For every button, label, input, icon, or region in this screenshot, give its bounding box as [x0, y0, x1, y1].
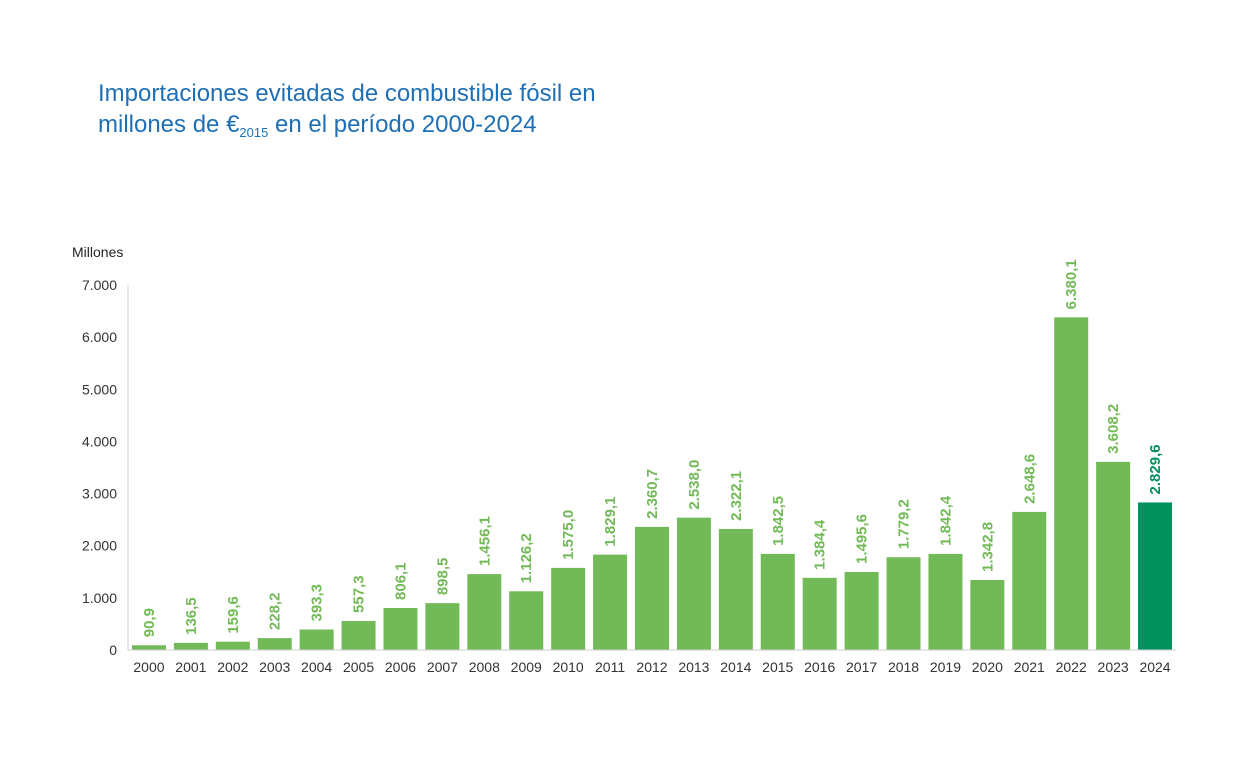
- y-tick-label: 3.000: [82, 486, 117, 502]
- chart-title-subscript: 2015: [239, 125, 269, 140]
- bar-2008: [467, 574, 502, 650]
- bar-2006: [383, 607, 418, 650]
- chart-title-line2-end: en el período 2000-2024: [268, 111, 537, 138]
- bar-2011: [593, 554, 628, 650]
- x-tick-label-2020: 2020: [972, 659, 1003, 675]
- bars: [131, 317, 1173, 650]
- value-label-2017: 1.495,6: [854, 514, 871, 564]
- y-axis-label: Millones: [72, 244, 123, 260]
- y-tick-label: 6.000: [82, 329, 117, 345]
- x-tick-label-2004: 2004: [301, 659, 332, 675]
- y-tick-label: 2.000: [82, 538, 117, 554]
- x-tick-label-2023: 2023: [1098, 659, 1129, 675]
- y-tick-label: 5.000: [82, 381, 117, 397]
- bar-2000: [131, 645, 166, 650]
- x-tick-label-2021: 2021: [1014, 659, 1045, 675]
- bar-2009: [509, 591, 544, 650]
- x-tick-label-2022: 2022: [1056, 659, 1087, 675]
- bar-2001: [173, 642, 208, 650]
- x-tick-label-2000: 2000: [133, 659, 164, 675]
- value-label-2012: 2.360,7: [644, 469, 661, 519]
- x-tick-label-2001: 2001: [175, 659, 206, 675]
- x-axis: 2000 2001 2002 2003 2004 2005 2006 2007 2008 2009…: [128, 649, 1176, 675]
- x-tick-label-2010: 2010: [553, 659, 584, 675]
- x-tick-label-2007: 2007: [427, 659, 458, 675]
- x-tick-label-2002: 2002: [217, 659, 248, 675]
- bar-2021: [1012, 511, 1047, 650]
- chart-title-line2: millones de €2015 en el período 2000-202…: [98, 111, 537, 140]
- x-tick-label-2024: 2024: [1139, 659, 1170, 675]
- x-tick-label-2016: 2016: [804, 659, 835, 675]
- bar-2005: [341, 620, 376, 650]
- value-label-2001: 136,5: [183, 597, 200, 635]
- x-tick-label-2005: 2005: [343, 659, 374, 675]
- value-label-2014: 2.322,1: [728, 471, 745, 521]
- value-label-2023: 3.608,2: [1105, 404, 1122, 454]
- value-label-2013: 2.538,0: [686, 460, 703, 510]
- y-tick-label: 7.000: [82, 277, 117, 293]
- x-tick-label-2006: 2006: [385, 659, 416, 675]
- x-tick-label-2015: 2015: [762, 659, 793, 675]
- x-tick-label-2014: 2014: [720, 659, 751, 675]
- value-label-2019: 1.842,4: [937, 495, 954, 546]
- y-tick-label: 4.000: [82, 433, 117, 449]
- value-label-2007: 898,5: [434, 558, 451, 596]
- bar-2015: [760, 553, 795, 650]
- y-axis: 0 1.000 2.000 3.000 4.000 5.000 6.000 7.000: [82, 277, 129, 658]
- bar-2020: [970, 579, 1005, 650]
- value-label-2011: 1.829,1: [602, 497, 619, 547]
- x-tick-label-2018: 2018: [888, 659, 919, 675]
- bar-2019: [928, 553, 963, 650]
- bar-2007: [425, 603, 460, 650]
- value-label-2004: 393,3: [309, 584, 326, 622]
- bar-2003: [257, 638, 292, 650]
- bar-2016: [802, 577, 837, 650]
- chart-title: Importaciones evitadas de combustible fó…: [98, 78, 718, 140]
- value-label-2010: 1.575,0: [560, 510, 577, 560]
- value-labels: 90,9 136,5 159,6 228,2 393,3 557,3 806,1 898,5 1…: [141, 259, 1164, 637]
- bar-2023: [1096, 461, 1131, 650]
- value-label-2003: 228,2: [267, 593, 284, 631]
- value-label-2024: 2.829,6: [1147, 444, 1164, 494]
- bar-2010: [551, 567, 586, 650]
- x-tick-label-2003: 2003: [259, 659, 290, 675]
- value-label-2002: 159,6: [225, 596, 242, 634]
- bar-2017: [844, 572, 879, 650]
- bar-2013: [676, 517, 711, 650]
- value-label-2000: 90,9: [141, 608, 158, 637]
- x-tick-label-2008: 2008: [469, 659, 500, 675]
- value-label-2006: 806,1: [392, 562, 409, 600]
- bar-2004: [299, 629, 334, 650]
- y-tick-label: 1.000: [82, 590, 117, 606]
- x-tick-label-2009: 2009: [511, 659, 542, 675]
- value-label-2005: 557,3: [351, 575, 368, 613]
- value-label-2021: 2.648,6: [1021, 454, 1038, 504]
- x-tick-label-2013: 2013: [678, 659, 709, 675]
- value-label-2009: 1.126,2: [518, 533, 535, 583]
- bar-2014: [718, 528, 753, 650]
- chart-title-line2-start: millones de €: [98, 111, 240, 138]
- x-tick-label-2012: 2012: [636, 659, 667, 675]
- value-label-2015: 1.842,5: [770, 496, 787, 546]
- y-tick-label: 0: [109, 642, 117, 658]
- x-tick-label-2011: 2011: [595, 659, 625, 675]
- value-label-2016: 1.384,4: [812, 519, 829, 570]
- x-tick-label-2019: 2019: [930, 659, 961, 675]
- bar-2002: [215, 641, 250, 650]
- value-label-2018: 1.779,2: [896, 499, 913, 549]
- value-label-2008: 1.456,1: [476, 516, 493, 566]
- chart-title-line1: Importaciones evitadas de combustible fó…: [98, 80, 596, 107]
- bar-2024: [1138, 502, 1173, 650]
- value-label-2020: 1.342,8: [979, 522, 996, 572]
- x-tick-label-2017: 2017: [846, 659, 877, 675]
- value-label-2022: 6.380,1: [1063, 259, 1080, 309]
- bar-2022: [1054, 317, 1089, 650]
- bar-2018: [886, 557, 921, 650]
- bar-2012: [635, 526, 669, 650]
